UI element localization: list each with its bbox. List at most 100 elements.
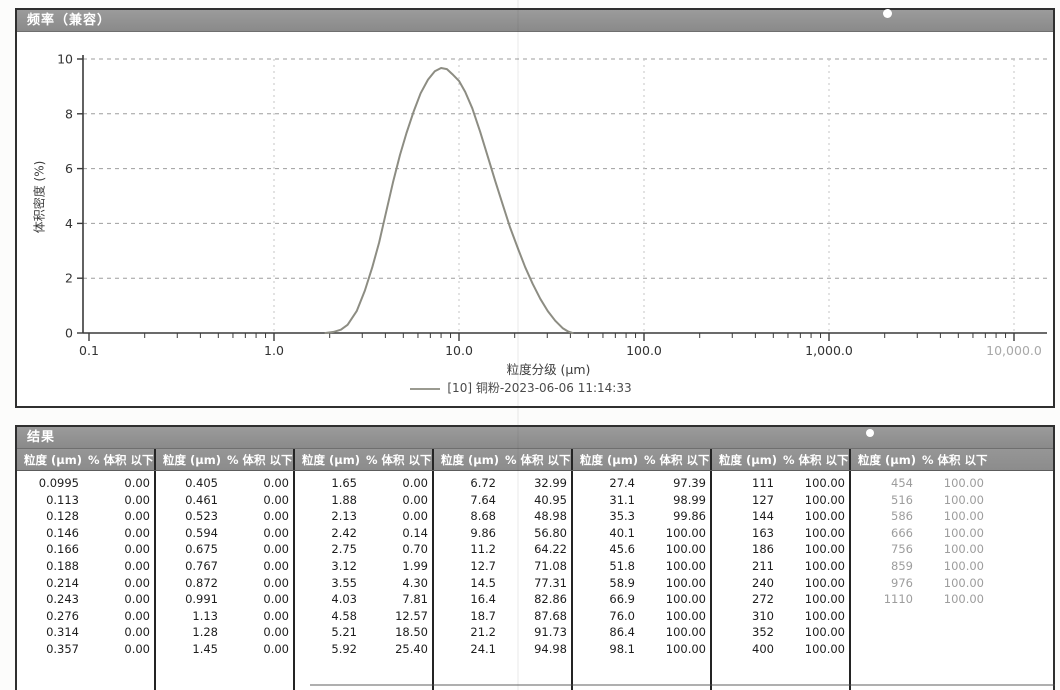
table-row: 211 100.00 <box>712 558 849 575</box>
cell-volume-percent-under: 0.00 <box>263 592 289 607</box>
header-size-label: 粒度 (μm) <box>580 452 638 467</box>
results-table-body: 0.0995 0.00 0.113 0.00 0.128 0.00 0.146 0.00 0.1… <box>17 471 1053 690</box>
table-row: 18.7 87.68 <box>434 608 571 625</box>
cell-volume-percent-under: 100.00 <box>804 575 845 590</box>
x-tick-label: 1,000.0 <box>805 343 853 358</box>
cell-volume-percent-under: 100.00 <box>943 592 984 607</box>
y-axis-label: 体积密度 (%) <box>32 160 47 234</box>
cell-volume-percent-under: 100.00 <box>804 476 845 490</box>
table-row: 0.872 0.00 <box>156 575 293 592</box>
cell-particle-size: 0.523 <box>185 509 218 524</box>
table-row: 0.214 0.00 <box>17 575 154 592</box>
cell-particle-size: 0.113 <box>46 492 79 507</box>
table-row: 5.92 25.40 <box>295 641 432 658</box>
cell-particle-size: 0.461 <box>185 492 218 507</box>
cell-volume-percent-under: 94.98 <box>534 641 567 656</box>
cell-volume-percent-under: 99.86 <box>673 509 706 524</box>
cell-particle-size: 1.65 <box>331 476 357 490</box>
cell-particle-size: 1110 <box>883 592 913 607</box>
cell-particle-size: 4.58 <box>331 608 357 623</box>
cell-volume-percent-under: 100.00 <box>943 476 984 490</box>
cell-particle-size: 211 <box>752 558 774 573</box>
y-tick-label: 4 <box>65 216 73 231</box>
cell-particle-size: 127 <box>752 492 774 507</box>
cell-volume-percent-under: 100.00 <box>943 558 984 573</box>
cell-particle-size: 586 <box>891 509 913 524</box>
table-row: 0.188 0.00 <box>17 558 154 575</box>
table-row: 186 100.00 <box>712 541 849 558</box>
table-row: 516 100.00 <box>851 492 1053 509</box>
cell-volume-percent-under: 0.00 <box>263 525 289 540</box>
cell-particle-size: 1.45 <box>192 641 218 656</box>
cell-volume-percent-under: 100.00 <box>804 592 845 607</box>
table-column-group-6: 111 100.00 127 100.00 144 100.00 163 100.00 186 1… <box>712 471 851 690</box>
table-row: 4.03 7.81 <box>295 591 432 608</box>
cell-volume-percent-under: 32.99 <box>534 476 567 490</box>
cell-particle-size: 18.7 <box>470 608 496 623</box>
table-row: 7.64 40.95 <box>434 492 571 509</box>
cell-volume-percent-under: 100.00 <box>943 492 984 507</box>
y-tick-label: 8 <box>65 106 73 121</box>
table-row: 0.314 0.00 <box>17 624 154 641</box>
plot-area: 0 2 4 6 8 10 0.1 1.0 10.0 100.0 1,000.0 10,000.0 体积… <box>17 32 1053 408</box>
table-row: 11.2 64.22 <box>434 541 571 558</box>
cell-volume-percent-under: 4.30 <box>402 575 428 590</box>
cell-particle-size: 7.64 <box>470 492 496 507</box>
cell-particle-size: 2.42 <box>331 525 357 540</box>
table-row: 12.7 71.08 <box>434 558 571 575</box>
cell-particle-size: 0.405 <box>185 476 218 490</box>
cell-particle-size: 0.594 <box>185 525 218 540</box>
header-group-6: 粒度 (μm) % 体积 以下 <box>712 449 851 470</box>
cell-particle-size: 0.188 <box>46 558 79 573</box>
cell-particle-size: 0.675 <box>185 542 218 557</box>
cell-volume-percent-under: 18.50 <box>395 625 428 640</box>
scan-artifact-dot <box>866 429 874 437</box>
cell-particle-size: 0.243 <box>46 592 79 607</box>
cell-volume-percent-under: 0.00 <box>124 641 150 656</box>
cell-volume-percent-under: 87.68 <box>534 608 567 623</box>
cell-particle-size: 1.28 <box>192 625 218 640</box>
cell-volume-percent-under: 100.00 <box>665 558 706 573</box>
table-row: 859 100.00 <box>851 558 1053 575</box>
cell-particle-size: 9.86 <box>470 525 496 540</box>
table-row: 2.75 0.70 <box>295 541 432 558</box>
cell-particle-size: 21.2 <box>470 625 496 640</box>
header-size-label: 粒度 (μm) <box>719 452 777 467</box>
table-row: 1.13 0.00 <box>156 608 293 625</box>
table-row: 31.1 98.99 <box>573 492 710 509</box>
cell-volume-percent-under: 25.40 <box>395 641 428 656</box>
header-pct-label: % 体积 以下 <box>644 452 710 467</box>
header-size-label: 粒度 (μm) <box>441 452 499 467</box>
table-row: 14.5 77.31 <box>434 575 571 592</box>
cell-volume-percent-under: 100.00 <box>804 608 845 623</box>
table-row: 272 100.00 <box>712 591 849 608</box>
cell-particle-size: 31.1 <box>609 492 635 507</box>
table-row: 2.13 0.00 <box>295 508 432 525</box>
cell-particle-size: 11.2 <box>470 542 496 557</box>
cell-volume-percent-under: 64.22 <box>534 542 567 557</box>
cell-volume-percent-under: 77.31 <box>534 575 567 590</box>
cell-particle-size: 8.68 <box>470 509 496 524</box>
table-row: 0.523 0.00 <box>156 508 293 525</box>
table-row: 0.243 0.00 <box>17 591 154 608</box>
table-row: 5.21 18.50 <box>295 624 432 641</box>
table-row: 16.4 82.86 <box>434 591 571 608</box>
cell-volume-percent-under: 0.70 <box>402 542 428 557</box>
cell-volume-percent-under: 97.39 <box>673 476 706 490</box>
cell-particle-size: 35.3 <box>609 509 635 524</box>
cell-particle-size: 1.13 <box>192 608 218 623</box>
cell-particle-size: 0.214 <box>46 575 79 590</box>
header-size-label: 粒度 (μm) <box>163 452 221 467</box>
table-row: 3.55 4.30 <box>295 575 432 592</box>
cell-volume-percent-under: 0.00 <box>263 558 289 573</box>
cell-volume-percent-under: 0.00 <box>124 608 150 623</box>
cell-volume-percent-under: 71.08 <box>534 558 567 573</box>
table-column-group-7: 454 100.00 516 100.00 586 100.00 666 100.00 756 1… <box>851 471 1053 690</box>
cell-volume-percent-under: 0.00 <box>124 509 150 524</box>
table-row: 0.113 0.00 <box>17 492 154 509</box>
cell-particle-size: 4.03 <box>331 592 357 607</box>
table-column-group-1: 0.0995 0.00 0.113 0.00 0.128 0.00 0.146 0.00 0.1… <box>17 471 156 690</box>
header-group-2: 粒度 (μm) % 体积 以下 <box>156 449 295 470</box>
table-row: 310 100.00 <box>712 608 849 625</box>
table-row: 2.42 0.14 <box>295 525 432 542</box>
